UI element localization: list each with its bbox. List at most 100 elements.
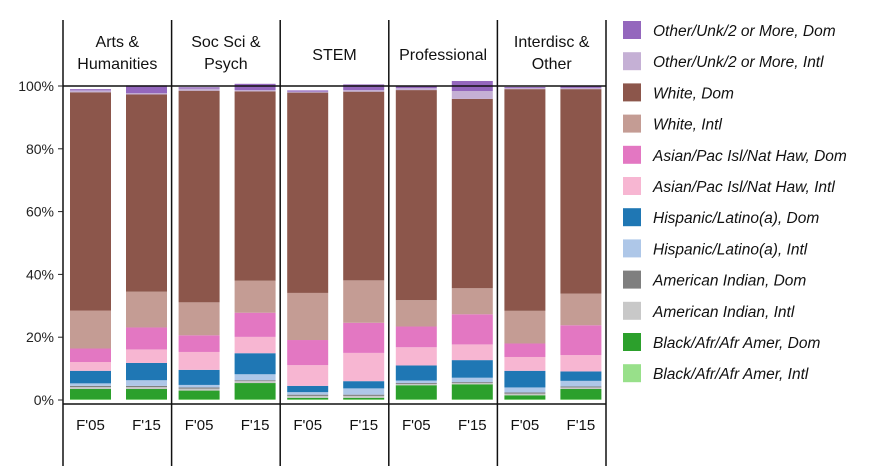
legend: Other/Unk/2 or More, Dom Other/Unk/2 or M… — [623, 21, 847, 383]
bar-segment — [178, 369, 220, 385]
bar-segment — [560, 389, 602, 400]
bar-1-2 — [126, 85, 167, 400]
legend-swatch — [623, 177, 641, 195]
y-tick-label: 100% — [18, 78, 54, 94]
legend-swatch — [623, 270, 641, 289]
legend-label: Other/Unk/2 or More, Dom — [653, 23, 836, 40]
x-tick-label: F'15 — [132, 417, 161, 434]
bar-segment — [560, 371, 602, 381]
bar-segment — [178, 384, 220, 388]
legend-swatch — [623, 239, 641, 258]
bar-segment — [504, 89, 546, 311]
legend-swatch — [623, 208, 641, 227]
bar-segment — [343, 394, 385, 396]
bar-segment — [178, 390, 220, 400]
group-label: Professional — [399, 47, 487, 64]
bar-segment — [504, 87, 546, 90]
bar-segment — [560, 355, 602, 372]
bar-segment — [126, 387, 167, 390]
bar-segment — [560, 325, 602, 356]
bar-segment — [395, 399, 437, 400]
bar-segment — [343, 381, 385, 389]
group-label: Psych — [204, 56, 248, 73]
legend-item: American Indian, Dom — [623, 270, 806, 290]
bar-segment — [451, 344, 493, 361]
bar-segment — [178, 302, 220, 336]
bar-segment — [451, 384, 493, 400]
bar-4-1 — [395, 86, 437, 400]
bar-segment — [70, 389, 111, 400]
bar-segment — [504, 399, 546, 400]
bar-segment — [287, 340, 329, 366]
bar-segment — [343, 352, 385, 382]
legend-swatch — [623, 301, 641, 320]
bar-segment — [395, 326, 437, 348]
x-tick-label: F'15 — [241, 417, 270, 434]
bar-segment — [287, 90, 329, 92]
bar-segment — [560, 387, 602, 390]
bar-segment — [70, 385, 111, 388]
group-label: Interdisc & — [514, 34, 590, 51]
legend-swatch — [623, 364, 641, 383]
bar-4-2 — [451, 80, 493, 400]
bar-segment — [343, 399, 385, 400]
legend-label: White, Dom — [653, 85, 734, 102]
y-tick-label: 60% — [26, 204, 54, 220]
legend-item: Hispanic/Latino(a), Dom — [623, 208, 819, 227]
bar-segment — [70, 370, 111, 384]
bar-segment — [287, 395, 329, 398]
bar-segment — [395, 300, 437, 327]
bar-segment — [504, 395, 546, 400]
bar-segment — [560, 86, 602, 88]
bar-segment — [395, 90, 437, 301]
bar-segment — [451, 377, 493, 383]
group-label: Humanities — [77, 56, 157, 73]
bar-segment — [343, 280, 385, 323]
bar-segment — [560, 380, 602, 387]
y-tick-label: 20% — [26, 329, 54, 345]
legend-swatch — [623, 52, 641, 71]
bar-segment — [126, 291, 167, 328]
y-axis: 0% 20% 40% 60% 80% 100% — [18, 78, 63, 408]
bar-segment — [70, 348, 111, 363]
bar-1-1 — [70, 89, 111, 400]
bar-3-2 — [343, 84, 385, 400]
legend-label: Hispanic/Latino(a), Intl — [653, 241, 808, 258]
legend-label: Asian/Pac Isl/Nat Haw, Intl — [652, 179, 835, 196]
bar-segment — [234, 90, 276, 92]
bar-segment — [234, 381, 276, 384]
bar-segment — [560, 87, 602, 90]
bar-segment — [395, 385, 437, 400]
bar-segment — [343, 388, 385, 395]
bar-segment — [287, 365, 329, 386]
bar-segment — [178, 88, 220, 91]
legend-label: Other/Unk/2 or More, Intl — [653, 54, 824, 71]
bar-segment — [234, 83, 276, 91]
bar-segment — [451, 314, 493, 345]
bar-segment — [287, 397, 329, 400]
bar-segment — [126, 389, 167, 400]
bar-segment — [504, 343, 546, 357]
bar-segment — [343, 395, 385, 398]
legend-item: Black/Afr/Afr Amer, Dom — [623, 333, 820, 352]
bar-segment — [504, 310, 546, 344]
bar-segment — [234, 312, 276, 337]
bar-segment — [126, 327, 167, 350]
bar-segment — [234, 374, 276, 381]
bar-segment — [504, 86, 546, 88]
bar-segment — [395, 88, 437, 91]
bar-segment — [178, 399, 220, 400]
bar-segment — [70, 92, 111, 311]
legend-label: White, Intl — [653, 117, 722, 134]
bar-segment — [70, 399, 111, 400]
bar-segment — [395, 383, 437, 386]
bar-5-2 — [560, 86, 602, 400]
bar-segment — [287, 385, 329, 393]
bar-segment — [343, 90, 385, 92]
bar-segment — [451, 91, 493, 99]
x-tick-label: F'15 — [567, 417, 596, 434]
bar-segment — [178, 90, 220, 303]
bar-segment — [504, 393, 546, 396]
bar-segment — [234, 399, 276, 400]
